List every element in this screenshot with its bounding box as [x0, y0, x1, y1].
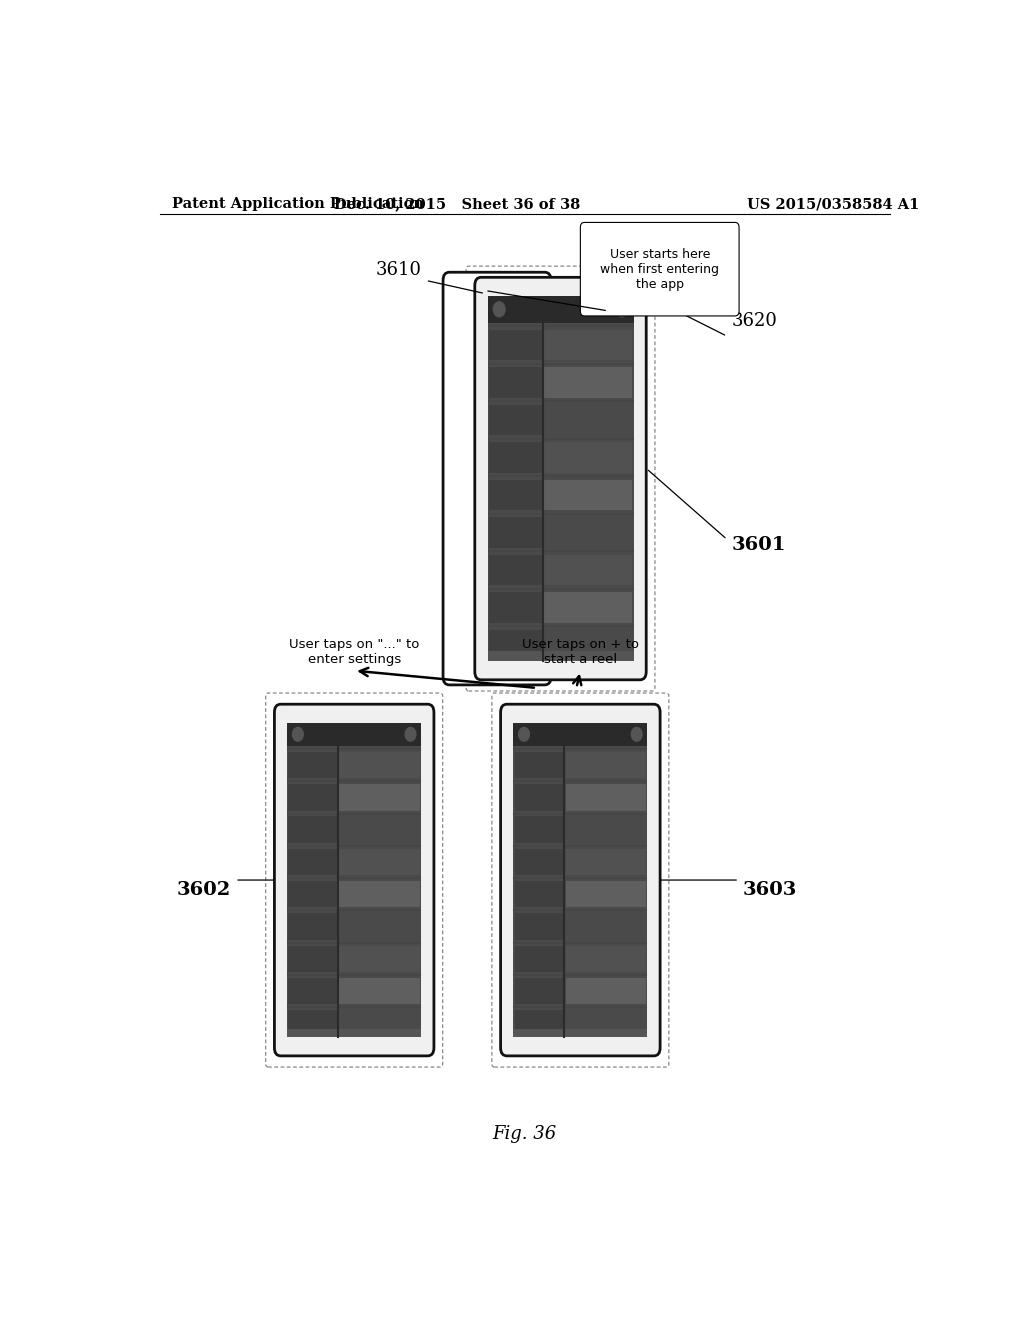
Bar — [513, 1028, 647, 1036]
Text: User taps on "..." to
enter settings: User taps on "..." to enter settings — [289, 638, 420, 665]
Circle shape — [293, 727, 303, 741]
Bar — [545, 442, 632, 473]
Bar — [489, 405, 542, 436]
Bar — [339, 880, 420, 907]
Bar — [515, 1010, 563, 1036]
Bar — [339, 913, 420, 940]
Bar — [489, 479, 542, 511]
Bar — [513, 722, 647, 746]
FancyBboxPatch shape — [274, 704, 434, 1056]
Bar — [289, 817, 337, 843]
Bar — [515, 978, 563, 1005]
Bar — [565, 1010, 646, 1036]
Bar — [489, 554, 542, 586]
Bar — [565, 978, 646, 1005]
Bar — [289, 784, 337, 810]
Bar — [487, 296, 634, 660]
Bar — [339, 817, 420, 843]
Text: US 2015/0358584 A1: US 2015/0358584 A1 — [748, 197, 920, 211]
Bar — [289, 913, 337, 940]
Text: 3601: 3601 — [731, 536, 785, 553]
Bar — [515, 817, 563, 843]
Bar — [565, 817, 646, 843]
Bar — [565, 880, 646, 907]
Bar — [339, 1010, 420, 1036]
FancyBboxPatch shape — [466, 267, 655, 690]
FancyBboxPatch shape — [501, 704, 660, 1056]
Circle shape — [494, 302, 505, 317]
Bar — [565, 849, 646, 875]
FancyBboxPatch shape — [492, 693, 669, 1067]
Bar — [489, 593, 542, 623]
Text: 3602: 3602 — [177, 882, 231, 899]
Circle shape — [632, 727, 642, 741]
Bar — [513, 722, 647, 1036]
Bar — [565, 945, 646, 972]
Bar — [339, 849, 420, 875]
Bar — [515, 784, 563, 810]
Bar — [289, 978, 337, 1005]
Circle shape — [519, 727, 529, 741]
Bar — [489, 630, 542, 660]
Bar — [289, 945, 337, 972]
Bar — [545, 479, 632, 511]
Bar — [287, 1028, 421, 1036]
FancyBboxPatch shape — [581, 223, 739, 315]
Text: Fig. 36: Fig. 36 — [493, 1125, 557, 1143]
Bar — [515, 880, 563, 907]
Bar — [515, 945, 563, 972]
Bar — [565, 913, 646, 940]
Bar — [339, 978, 420, 1005]
Bar — [339, 784, 420, 810]
FancyBboxPatch shape — [475, 277, 646, 680]
Bar — [565, 784, 646, 810]
Bar — [545, 517, 632, 548]
Bar — [515, 752, 563, 779]
Bar — [289, 880, 337, 907]
FancyBboxPatch shape — [443, 272, 551, 685]
Bar — [545, 554, 632, 586]
Text: 3610: 3610 — [376, 261, 422, 280]
Bar — [515, 849, 563, 875]
Bar — [339, 945, 420, 972]
Bar — [489, 442, 542, 473]
Text: 3603: 3603 — [743, 882, 798, 899]
Bar — [289, 752, 337, 779]
Text: Dec. 10, 2015   Sheet 36 of 38: Dec. 10, 2015 Sheet 36 of 38 — [334, 197, 581, 211]
Bar — [289, 1010, 337, 1036]
Bar — [545, 593, 632, 623]
Bar — [489, 330, 542, 360]
Bar — [545, 367, 632, 399]
Circle shape — [406, 727, 416, 741]
Text: 3620: 3620 — [731, 312, 777, 330]
Bar — [489, 367, 542, 399]
Text: Patent Application Publication: Patent Application Publication — [172, 197, 424, 211]
Text: User taps on + to
start a reel: User taps on + to start a reel — [522, 638, 639, 665]
Bar — [545, 405, 632, 436]
Bar — [515, 913, 563, 940]
Bar — [289, 849, 337, 875]
Bar — [545, 330, 632, 360]
Bar — [565, 752, 646, 779]
Bar — [339, 752, 420, 779]
Bar — [287, 722, 421, 1036]
Bar — [487, 296, 634, 323]
Circle shape — [616, 302, 628, 317]
Text: User starts here
when first entering
the app: User starts here when first entering the… — [600, 248, 719, 290]
Bar — [487, 651, 634, 660]
Bar — [545, 630, 632, 660]
FancyBboxPatch shape — [265, 693, 442, 1067]
Bar — [287, 722, 421, 746]
Bar — [489, 517, 542, 548]
